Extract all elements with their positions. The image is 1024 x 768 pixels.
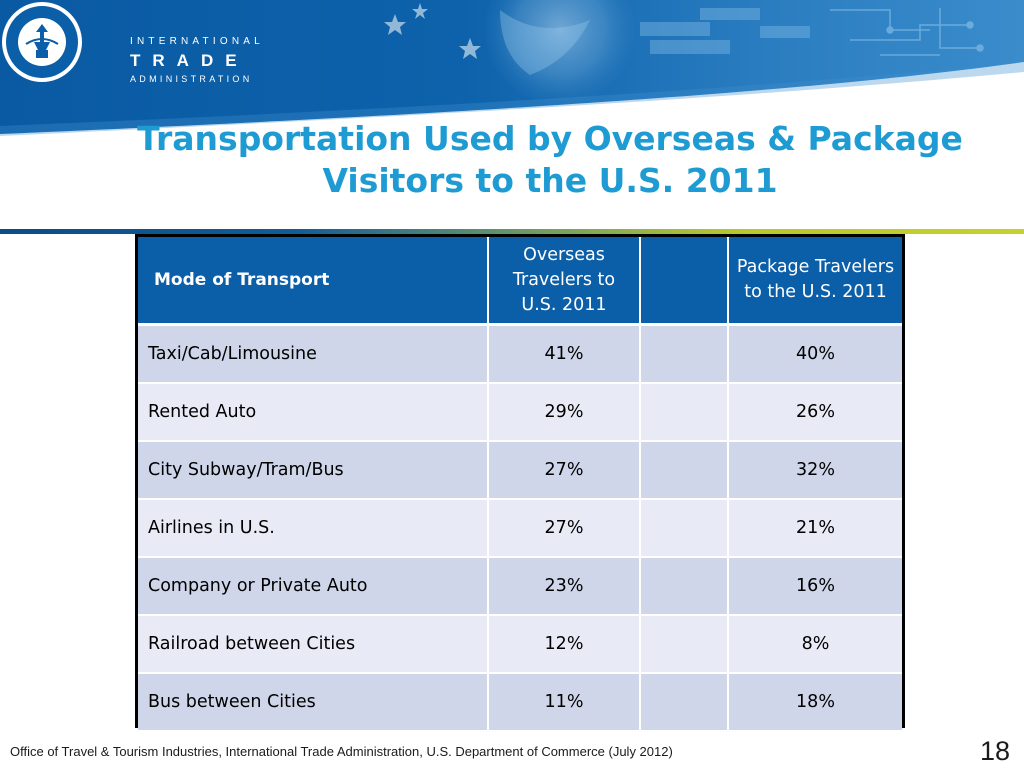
- package-cell: 21%: [728, 499, 902, 558]
- ita-wordmark: INTERNATIONAL TRADE ADMINISTRATION: [130, 36, 264, 85]
- globe-graphic: [485, 0, 635, 105]
- overseas-cell: 23%: [488, 557, 641, 616]
- package-cell: 16%: [728, 557, 902, 616]
- mode-cell: City Subway/Tram/Bus: [138, 441, 489, 500]
- mode-cell: Rented Auto: [138, 383, 489, 442]
- org-line2: TRADE: [130, 51, 249, 70]
- table-row: Taxi/Cab/Limousine 41% 40%: [138, 324, 902, 384]
- overseas-cell: 27%: [488, 441, 641, 500]
- blank-cell: [640, 499, 729, 558]
- transport-table-grid: Mode of Transport Overseas Travelers to …: [138, 237, 902, 730]
- mode-cell: Railroad between Cities: [138, 615, 489, 674]
- org-line3: ADMINISTRATION: [130, 74, 253, 84]
- column-header-mode: Mode of Transport: [138, 237, 489, 326]
- table-row: Bus between Cities 11% 18%: [138, 673, 902, 730]
- table-row: City Subway/Tram/Bus 27% 32%: [138, 441, 902, 500]
- mode-cell: Bus between Cities: [138, 673, 489, 730]
- blank-cell: [640, 557, 729, 616]
- title-divider-accent: [300, 229, 1024, 234]
- container-graphic: [640, 8, 810, 54]
- star-decorations: [384, 3, 481, 59]
- overseas-cell: 41%: [488, 324, 641, 384]
- page-number: 18: [979, 736, 1010, 766]
- blank-cell: [640, 441, 729, 500]
- slide-title-line1: Transportation Used by Overseas & Packag…: [137, 119, 963, 158]
- org-line1: INTERNATIONAL: [130, 36, 264, 47]
- blank-cell: [640, 383, 729, 442]
- overseas-cell: 12%: [488, 615, 641, 674]
- table-row: Rented Auto 29% 26%: [138, 383, 902, 442]
- table-row: Company or Private Auto 23% 16%: [138, 557, 902, 616]
- overseas-cell: 29%: [488, 383, 641, 442]
- overseas-cell: 27%: [488, 499, 641, 558]
- package-cell: 40%: [728, 324, 902, 384]
- column-header-package: Package Travelers to the U.S. 2011: [728, 237, 902, 326]
- column-header-blank: [640, 237, 729, 326]
- table-row: Airlines in U.S. 27% 21%: [138, 499, 902, 558]
- table-header-row: Mode of Transport Overseas Travelers to …: [138, 237, 902, 326]
- mode-cell: Taxi/Cab/Limousine: [138, 324, 489, 384]
- banner-background: [0, 0, 1024, 136]
- column-header-overseas: Overseas Travelers to U.S. 2011: [488, 237, 641, 326]
- blank-cell: [640, 324, 729, 384]
- mode-cell: Airlines in U.S.: [138, 499, 489, 558]
- table-row: Railroad between Cities 12% 8%: [138, 615, 902, 674]
- header-banner: INTERNATIONAL TRADE ADMINISTRATION: [0, 0, 1024, 140]
- package-cell: 32%: [728, 441, 902, 500]
- blank-cell: [640, 673, 729, 730]
- overseas-cell: 11%: [488, 673, 641, 730]
- package-cell: 18%: [728, 673, 902, 730]
- package-cell: 26%: [728, 383, 902, 442]
- transport-table: Mode of Transport Overseas Travelers to …: [135, 234, 905, 730]
- source-citation: Office of Travel & Tourism Industries, I…: [10, 744, 673, 759]
- circuit-graphic: [830, 8, 984, 56]
- slide-title: Transportation Used by Overseas & Packag…: [100, 118, 1000, 202]
- mode-cell: Company or Private Auto: [138, 557, 489, 616]
- slide-title-line2: Visitors to the U.S. 2011: [322, 161, 778, 200]
- package-cell: 8%: [728, 615, 902, 674]
- department-of-commerce-seal-icon: [2, 2, 82, 82]
- blank-cell: [640, 615, 729, 674]
